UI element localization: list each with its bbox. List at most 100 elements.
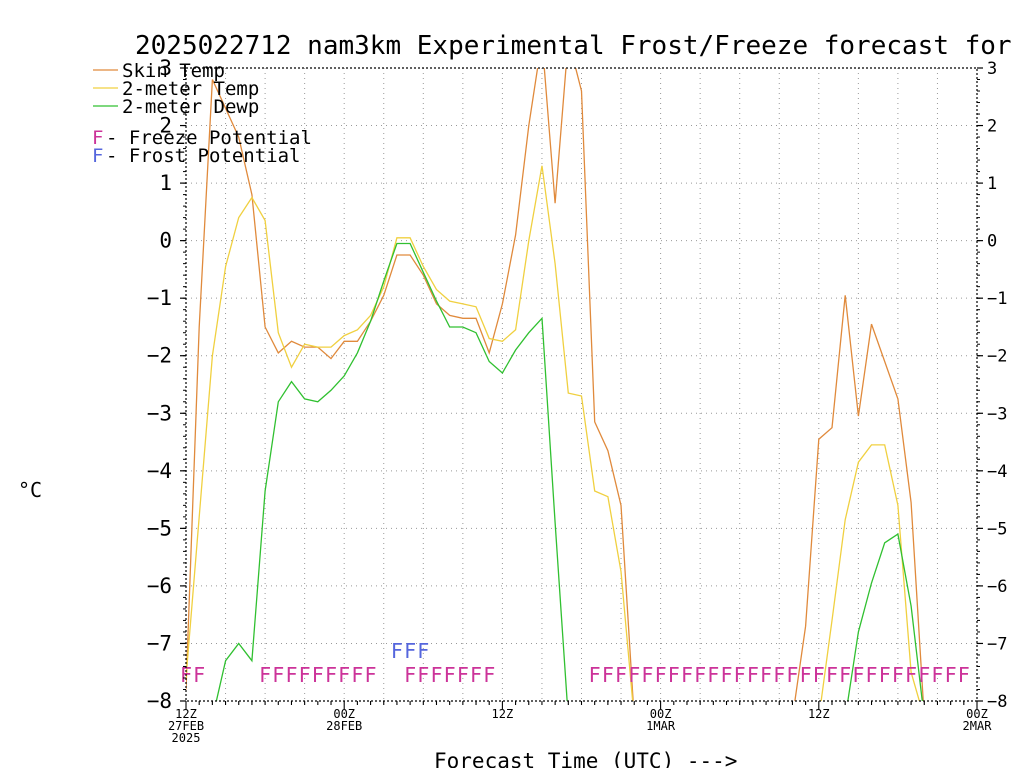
y-tick-label-left: 0 bbox=[159, 229, 172, 253]
y-axis-left: −8 −7 −6 −5 −4 −3 −2 −1 0 1 2 3 bbox=[147, 56, 186, 713]
y-tick-label-right: −5 bbox=[987, 519, 1007, 539]
y-tick-label-left: 2 bbox=[159, 114, 172, 138]
freeze-mark: F bbox=[365, 663, 377, 687]
y-tick-label-left: −4 bbox=[147, 459, 172, 483]
y-tick-label-left: −1 bbox=[147, 286, 172, 310]
y-tick-label-left: −8 bbox=[147, 689, 172, 713]
x-tick-label: 00Z bbox=[966, 707, 988, 721]
freeze-mark: F bbox=[773, 663, 785, 687]
freeze-mark: F bbox=[483, 663, 495, 687]
freeze-mark: F bbox=[681, 663, 693, 687]
x-tick-label: 00Z bbox=[650, 707, 672, 721]
freeze-mark: F bbox=[457, 663, 469, 687]
legend-label-3: 2-meter Dewp bbox=[122, 96, 259, 118]
x-axis-label: Forecast Time (UTC) ---> bbox=[434, 749, 737, 768]
legend-mark-1: F bbox=[92, 127, 103, 149]
freeze-mark: F bbox=[193, 663, 205, 687]
y-tick-label-left: 1 bbox=[159, 171, 172, 195]
freeze-mark: F bbox=[786, 663, 798, 687]
freeze-mark: F bbox=[760, 663, 772, 687]
series-line-2 bbox=[186, 165, 921, 701]
series-layer bbox=[186, 68, 924, 701]
freeze-mark: F bbox=[444, 663, 456, 687]
freeze-mark: F bbox=[470, 663, 482, 687]
x-tick-label: 2MAR bbox=[963, 719, 993, 733]
freeze-mark: F bbox=[720, 663, 732, 687]
y-tick-label-right: 1 bbox=[987, 174, 997, 194]
freeze-mark: F bbox=[945, 663, 957, 687]
y-tick-label-right: −6 bbox=[987, 577, 1007, 597]
y-tick-label-right: −1 bbox=[987, 289, 1007, 309]
freeze-mark: F bbox=[707, 663, 719, 687]
freeze-mark: F bbox=[747, 663, 759, 687]
y-tick-label-right: −3 bbox=[987, 404, 1007, 424]
freeze-mark: F bbox=[918, 663, 930, 687]
freeze-mark: F bbox=[312, 663, 324, 687]
freeze-mark: F bbox=[417, 663, 429, 687]
plot-frame bbox=[185, 67, 978, 702]
freeze-mark: F bbox=[655, 663, 667, 687]
y-tick-label-right: −8 bbox=[987, 692, 1007, 712]
x-tick-label: 00Z bbox=[333, 707, 355, 721]
y-tick-label-right: −4 bbox=[987, 462, 1007, 482]
x-tick-label: 12Z bbox=[492, 707, 514, 721]
y-tick-label-right: 3 bbox=[987, 59, 997, 79]
freeze-mark: F bbox=[338, 663, 350, 687]
y-tick-label-left: −5 bbox=[147, 516, 172, 540]
frost-mark: F bbox=[404, 639, 416, 663]
y-tick-label-right: −2 bbox=[987, 347, 1007, 367]
freeze-mark: F bbox=[404, 663, 416, 687]
freeze-mark: F bbox=[958, 663, 970, 687]
legend-mark-2: F bbox=[92, 145, 103, 167]
freeze-mark: F bbox=[641, 663, 653, 687]
freeze-mark: F bbox=[879, 663, 891, 687]
freeze-mark: F bbox=[813, 663, 825, 687]
freeze-mark: F bbox=[931, 663, 943, 687]
freeze-mark: F bbox=[734, 663, 746, 687]
y-tick-label-right: −7 bbox=[987, 634, 1007, 654]
freeze-mark: F bbox=[892, 663, 904, 687]
y-tick-label-right: 0 bbox=[987, 232, 997, 252]
y-axis-label: °C bbox=[18, 478, 42, 502]
x-tick-label: 1MAR bbox=[646, 719, 676, 733]
freeze-mark: F bbox=[668, 663, 680, 687]
freeze-mark: F bbox=[905, 663, 917, 687]
freeze-mark: F bbox=[602, 663, 614, 687]
x-tick-label: 12Z bbox=[175, 707, 197, 721]
freeze-mark: F bbox=[351, 663, 363, 687]
freeze-mark: F bbox=[826, 663, 838, 687]
frost-mark: F bbox=[391, 639, 403, 663]
chart-title: 2025022712 nam3km Experimental Frost/Fre… bbox=[135, 31, 1024, 61]
y-axis-right: −8 −7 −6 −5 −4 −3 −2 −1 0 1 2 3 bbox=[977, 59, 1007, 712]
freeze-mark: F bbox=[430, 663, 442, 687]
freeze-mark: F bbox=[615, 663, 627, 687]
freeze-mark: F bbox=[852, 663, 864, 687]
legend-label-1: Skin Temp bbox=[122, 60, 225, 82]
freeze-mark: F bbox=[325, 663, 337, 687]
freeze-mark: F bbox=[694, 663, 706, 687]
y-tick-label-left: −2 bbox=[147, 344, 172, 368]
freeze-mark: F bbox=[259, 663, 271, 687]
freeze-mark: F bbox=[800, 663, 812, 687]
freeze-mark: F bbox=[628, 663, 640, 687]
frost-mark: F bbox=[417, 639, 429, 663]
freeze-mark: F bbox=[299, 663, 311, 687]
legend-mark-label-1: - Freeze Potential bbox=[106, 127, 312, 149]
y-tick-label-left: −3 bbox=[147, 401, 172, 425]
x-tick-label: 12Z bbox=[808, 707, 830, 721]
legend-label-2: 2-meter Temp bbox=[122, 78, 259, 100]
x-tick-label: 27FEB bbox=[168, 719, 204, 733]
x-tick-label: 28FEB bbox=[326, 719, 362, 733]
grid-lines bbox=[186, 68, 977, 701]
y-tick-label-left: 3 bbox=[159, 56, 172, 80]
x-tick-label: 2025 bbox=[172, 731, 201, 745]
freeze-mark: F bbox=[285, 663, 297, 687]
series-line-1 bbox=[186, 68, 924, 701]
legend-mark-label-2: - Frost Potential bbox=[106, 145, 300, 167]
y-tick-label-left: −7 bbox=[147, 631, 172, 655]
freeze-mark: F bbox=[866, 663, 878, 687]
